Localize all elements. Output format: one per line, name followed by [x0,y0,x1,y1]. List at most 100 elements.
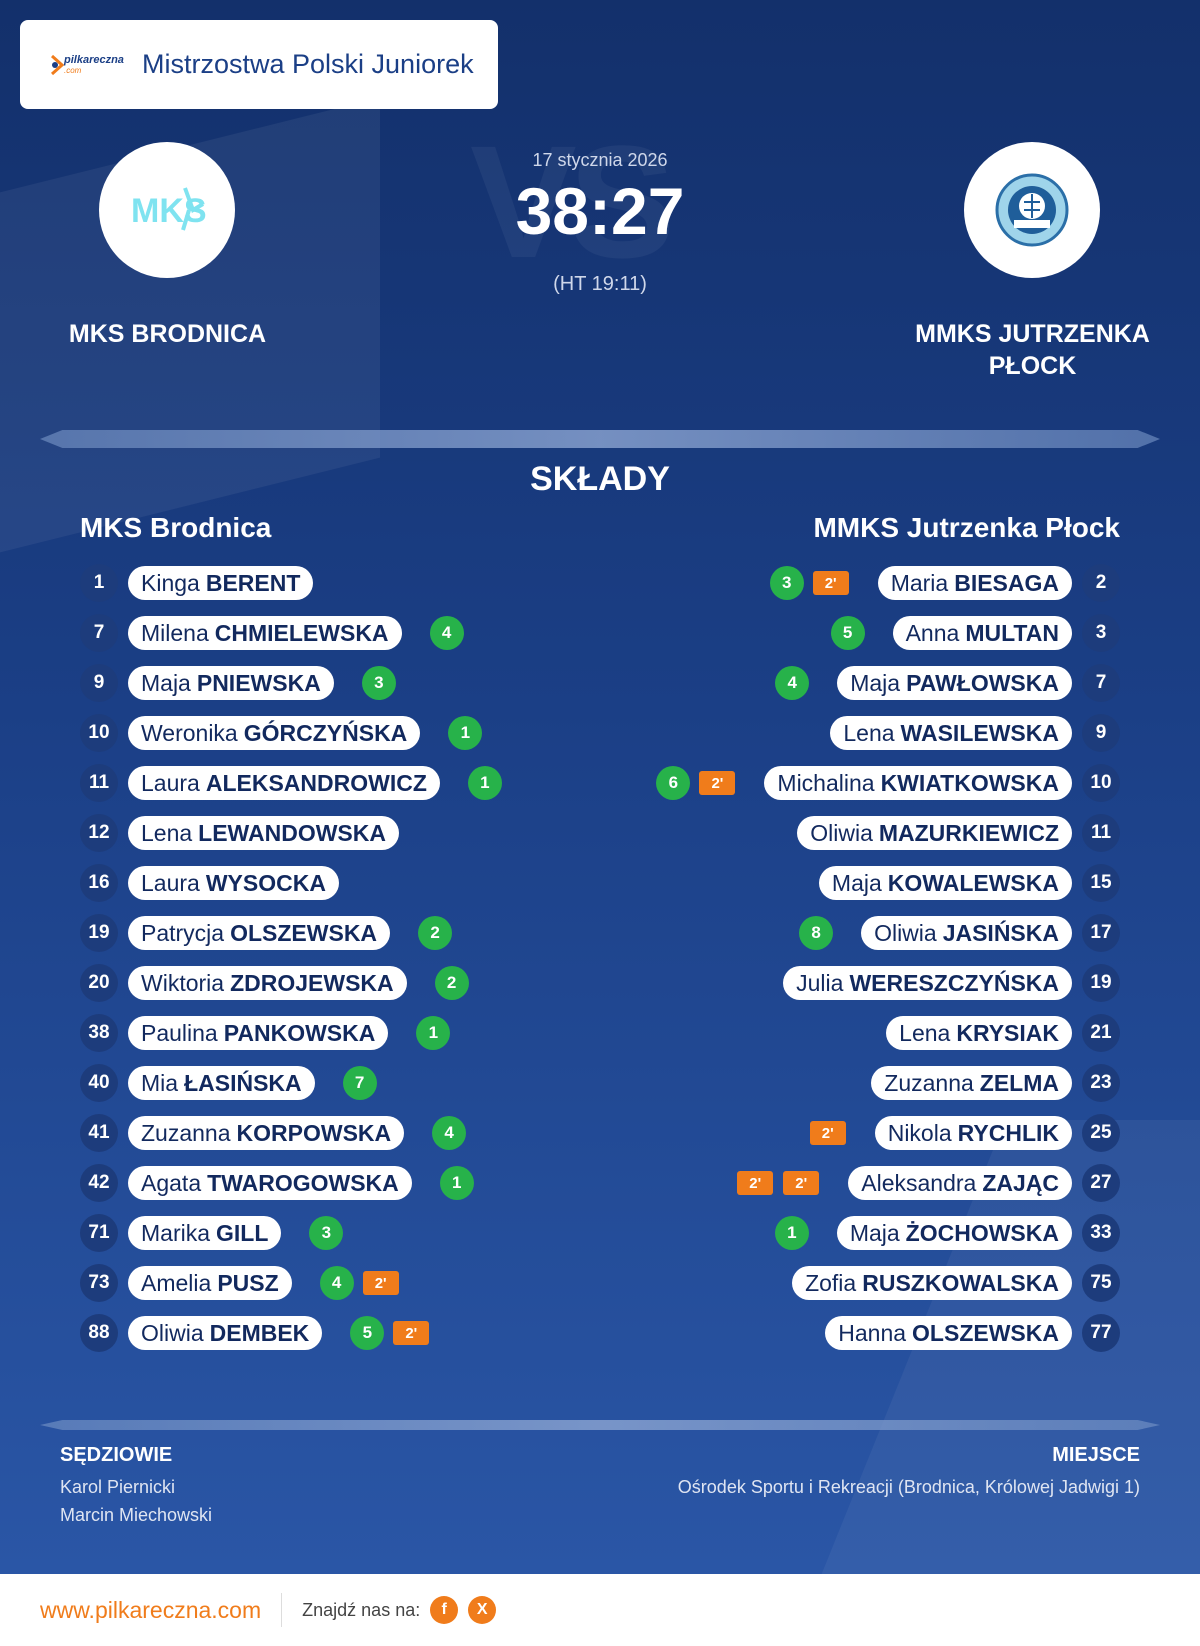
goals-badge: 5 [830,616,865,650]
player-name: Lena LEWANDOWSKA [128,816,399,850]
brand-logo-text: pilkareczna [64,54,124,66]
player-last-name: WERESZCZYŃSKA [849,969,1059,996]
player-first-name: Lena [843,719,895,746]
venue-label: MIEJSCE [1052,1444,1140,1466]
footer-divider [40,1420,1160,1430]
player-last-name: LEWANDOWSKA [198,819,386,846]
player-stats: 1 [412,1016,454,1050]
shirt-number: 88 [80,1314,118,1352]
player-name: Julia WERESZCZYŃSKA [783,966,1072,1000]
goals-badge: 4 [432,1116,467,1150]
player-row: 25 Nikola RYCHLIK 2' [560,1108,1120,1158]
player-first-name: Oliwia [810,819,873,846]
player-name: Hanna OLSZEWSKA [825,1316,1072,1350]
player-row: 9 Lena WASILEWSKA [560,708,1120,758]
player-name: Maja PAWŁOWSKA [837,666,1072,700]
player-first-name: Michalina [777,769,875,796]
player-name: Oliwia MAZURKIEWICZ [797,816,1072,850]
player-last-name: ZAJĄC [982,1169,1059,1196]
player-name: Milena CHMIELEWSKA [128,616,402,650]
shirt-number: 10 [80,714,118,752]
suspension-badge: 2' [393,1321,430,1345]
shirt-number: 7 [1082,664,1120,702]
player-row: 3 Anna MULTAN 5 [560,608,1120,658]
player-row: 40 Mia ŁASIŃSKA 7 [80,1058,600,1108]
shirt-number: 7 [80,614,118,652]
player-name: Oliwia DEMBEK [128,1316,323,1350]
shirt-number: 10 [1082,764,1120,802]
player-row: 73 Amelia PUSZ 4 2' [80,1258,600,1308]
website-link[interactable]: www.pilkareczna.com [40,1596,262,1623]
suspension-badge: 2' [737,1171,774,1195]
shirt-number: 15 [1082,864,1120,902]
player-name: Zofia RUSZKOWALSKA [792,1266,1072,1300]
player-last-name: ALEKSANDROWICZ [205,769,427,796]
player-last-name: KRYSIAK [956,1019,1059,1046]
referee-name: Karol Piernicki [60,1477,176,1497]
player-last-name: ZDROJEWSKA [230,969,394,996]
player-stats: 4 [771,666,813,700]
player-name: Marika GILL [128,1216,282,1250]
player-row: 1 Kinga BERENT [80,558,600,608]
player-stats: 1 [771,1216,813,1250]
competition-card: pilkareczna .com Mistrzostwa Polski Juni… [20,20,498,109]
player-first-name: Marika [141,1219,211,1246]
player-first-name: Aleksandra [861,1169,977,1196]
goals-badge: 3 [769,566,804,600]
home-roster: 1 Kinga BERENT 7 Milena CHMIELEWSKA 4 9 Maja PNIE… [80,558,600,1358]
player-row: 16 Laura WYSOCKA [80,858,600,908]
player-name: Aleksandra ZAJĄC [848,1166,1072,1200]
player-name: Kinga BERENT [128,566,314,600]
shirt-number: 40 [80,1064,118,1102]
player-last-name: BERENT [205,569,301,596]
player-row: 7 Milena CHMIELEWSKA 4 [80,608,600,658]
player-name: Maria BIESAGA [877,566,1072,600]
player-first-name: Zuzanna [884,1069,974,1096]
suspension-badge: 2' [362,1271,399,1295]
goals-badge: 8 [799,916,834,950]
player-stats: 3 [305,1216,347,1250]
player-first-name: Oliwia [141,1319,204,1346]
goals-badge: 2 [418,916,453,950]
shirt-number: 42 [80,1164,118,1202]
goals-badge: 2 [434,966,469,1000]
player-row: 88 Oliwia DEMBEK 5 2' [80,1308,600,1358]
away-team-name: MMKS JUTRZENKA PŁOCK [915,320,1150,380]
footer-bar: www.pilkareczna.com Znajdź nas na: f X [0,1574,1200,1646]
player-row: 20 Wiktoria ZDROJEWSKA 2 [80,958,600,1008]
shirt-number: 21 [1082,1014,1120,1052]
player-row: 71 Marika GILL 3 [80,1208,600,1258]
player-first-name: Wiktoria [141,969,225,996]
player-last-name: KWIATKOWSKA [880,769,1059,796]
shirt-number: 16 [80,864,118,902]
player-last-name: KOWALEWSKA [887,869,1059,896]
player-last-name: RUSZKOWALSKA [862,1269,1059,1296]
player-stats: 2' 2' [732,1171,824,1195]
goals-badge: 3 [309,1216,344,1250]
goals-badge: 7 [342,1066,377,1100]
player-first-name: Maja [141,669,191,696]
player-last-name: JASIŃSKA [942,919,1059,946]
player-row: 23 Zuzanna ZELMA [560,1058,1120,1108]
svg-text:MKS: MKS [131,192,207,230]
player-first-name: Lena [141,819,193,846]
away-roster: 2 Maria BIESAGA 3 2' 3 Anna MULTAN 5 7 Maja PAWŁOWS… [560,558,1120,1358]
home-team-logo: MKS [99,142,235,278]
player-row: 19 Patrycja OLSZEWSKA 2 [80,908,600,958]
player-row: 42 Agata TWAROGOWSKA 1 [80,1158,600,1208]
shirt-number: 9 [1082,714,1120,752]
player-row: 10 Michalina KWIATKOWSKA 6 2' [560,758,1120,808]
player-row: 12 Lena LEWANDOWSKA [80,808,600,858]
player-row: 33 Maja ŻOCHOWSKA 1 [560,1208,1120,1258]
facebook-icon[interactable]: f [430,1596,459,1624]
player-row: 19 Julia WERESZCZYŃSKA [560,958,1120,1008]
goals-badge: 3 [361,666,396,700]
player-row: 27 Aleksandra ZAJĄC 2' 2' [560,1158,1120,1208]
x-icon[interactable]: X [468,1596,497,1624]
away-squad-title: MMKS Jutrzenka Płock [813,512,1120,543]
goals-badge: 1 [774,1216,809,1250]
player-last-name: MULTAN [965,619,1059,646]
player-name: Oliwia JASIŃSKA [861,916,1072,950]
venue-text: Ośrodek Sportu i Rekreacji (Brodnica, Kr… [677,1477,1140,1497]
player-last-name: BIESAGA [954,569,1059,596]
